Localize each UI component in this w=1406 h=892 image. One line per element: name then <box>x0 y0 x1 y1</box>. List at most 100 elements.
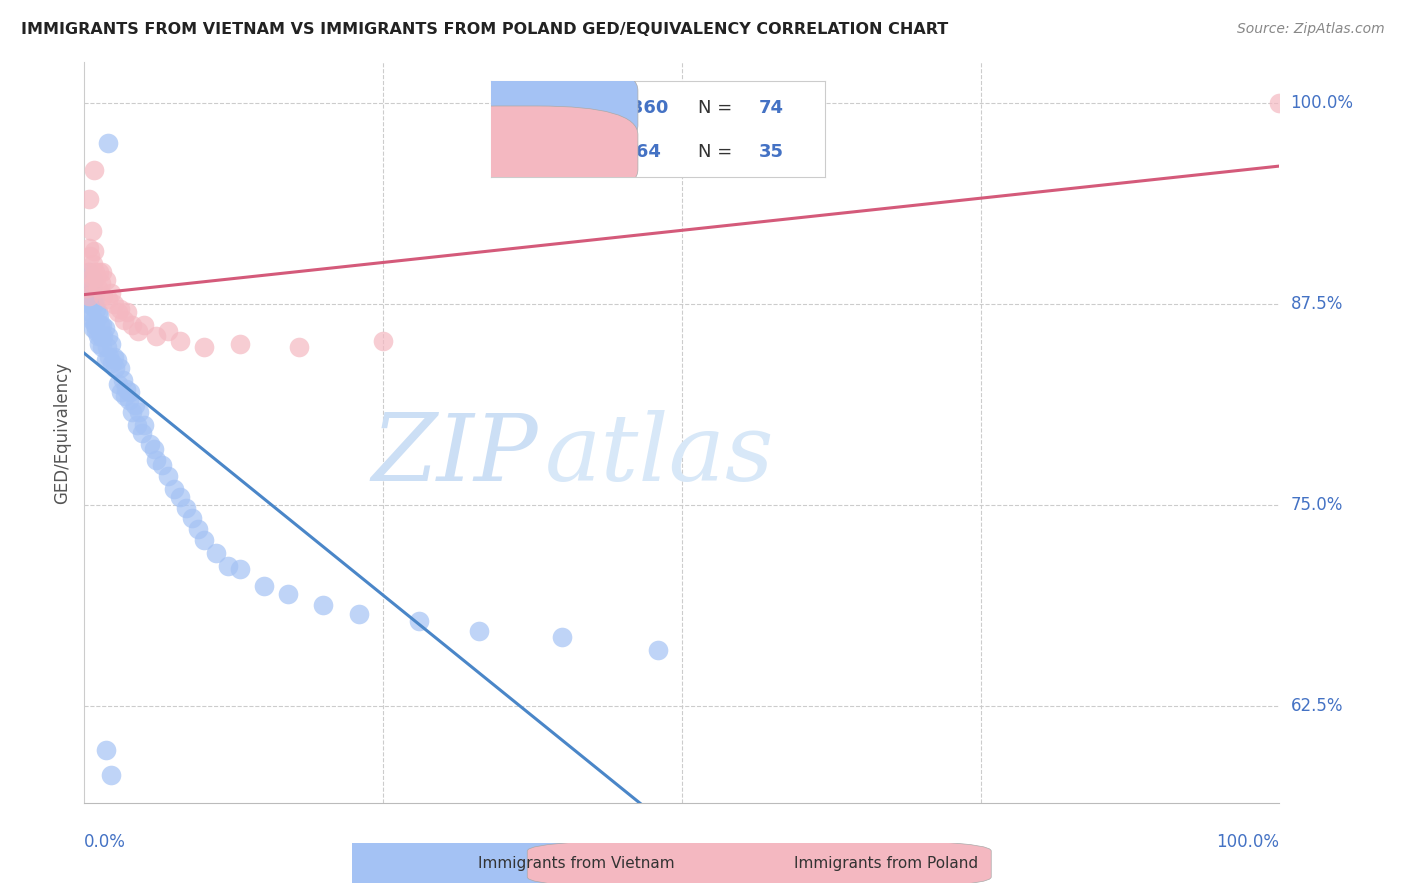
Point <box>121 318 143 332</box>
Text: 75.0%: 75.0% <box>1291 496 1343 514</box>
Point <box>94 742 117 756</box>
Text: 0.0%: 0.0% <box>84 833 127 851</box>
Point <box>132 318 156 332</box>
Point <box>83 163 105 178</box>
Point <box>105 353 128 368</box>
Point <box>193 533 215 548</box>
Point <box>112 313 135 327</box>
Point <box>647 643 669 657</box>
Point <box>169 490 191 504</box>
Point <box>86 301 108 316</box>
Point <box>253 578 276 592</box>
Point <box>93 321 115 335</box>
Point <box>79 249 101 263</box>
Point <box>145 453 167 467</box>
Point <box>373 334 395 348</box>
Text: Immigrants from Poland: Immigrants from Poland <box>794 855 979 871</box>
Text: atlas: atlas <box>544 409 773 500</box>
Point <box>100 285 122 300</box>
Text: ZIP: ZIP <box>371 409 538 500</box>
Point <box>174 501 197 516</box>
Point <box>103 350 125 364</box>
Point <box>83 297 105 311</box>
Point <box>110 385 132 400</box>
Point <box>84 292 107 306</box>
Point <box>84 265 107 279</box>
Point <box>115 382 138 396</box>
Point <box>100 337 122 351</box>
Point <box>93 329 115 343</box>
Point <box>288 340 311 354</box>
Point <box>80 224 103 238</box>
Point <box>77 240 100 254</box>
Point <box>87 265 110 279</box>
Point <box>80 313 103 327</box>
Point <box>82 276 104 290</box>
Point <box>97 136 120 150</box>
Point <box>157 324 180 338</box>
Point <box>82 257 104 271</box>
Point <box>83 244 105 258</box>
Point <box>114 388 136 402</box>
Point <box>205 546 228 560</box>
Point <box>217 559 239 574</box>
Point <box>97 292 120 306</box>
Point <box>349 607 371 622</box>
Y-axis label: GED/Equivalency: GED/Equivalency <box>53 361 72 504</box>
Point <box>121 405 143 419</box>
Point <box>82 292 104 306</box>
Point <box>96 340 118 354</box>
Point <box>107 377 129 392</box>
Text: Immigrants from Vietnam: Immigrants from Vietnam <box>478 855 675 871</box>
Point <box>229 562 252 576</box>
Point <box>89 318 111 332</box>
Point <box>86 281 108 295</box>
Point <box>77 297 100 311</box>
Point <box>87 308 110 322</box>
Point <box>103 297 125 311</box>
Point <box>79 297 101 311</box>
Point <box>77 265 100 279</box>
Point <box>142 442 165 456</box>
Point <box>101 356 124 370</box>
Point <box>80 297 103 311</box>
Point <box>87 337 110 351</box>
Point <box>86 329 108 343</box>
Point <box>125 417 148 432</box>
Point <box>163 482 186 496</box>
Point <box>131 425 153 440</box>
Point <box>124 398 146 412</box>
Point <box>187 522 209 536</box>
Point <box>100 768 122 782</box>
Point <box>80 269 103 284</box>
Text: 100.0%: 100.0% <box>1291 94 1354 112</box>
Point <box>90 276 112 290</box>
Text: 62.5%: 62.5% <box>1291 698 1343 715</box>
Text: 100.0%: 100.0% <box>1216 833 1279 851</box>
Point <box>77 289 100 303</box>
FancyBboxPatch shape <box>211 838 675 889</box>
Point <box>229 337 252 351</box>
Point <box>104 361 127 376</box>
Point <box>79 305 101 319</box>
Point <box>93 289 115 303</box>
Point <box>91 318 114 332</box>
Point <box>110 361 132 376</box>
Point <box>79 273 101 287</box>
Point <box>110 301 132 316</box>
Point <box>157 469 180 483</box>
Point <box>181 511 204 525</box>
Point <box>97 329 120 343</box>
Point <box>77 265 100 279</box>
Point <box>77 192 100 206</box>
Point <box>94 273 117 287</box>
Point <box>80 281 103 295</box>
Point <box>1268 95 1291 110</box>
Point <box>139 437 162 451</box>
Point <box>86 305 108 319</box>
Text: IMMIGRANTS FROM VIETNAM VS IMMIGRANTS FROM POLAND GED/EQUIVALENCY CORRELATION CH: IMMIGRANTS FROM VIETNAM VS IMMIGRANTS FR… <box>21 22 948 37</box>
Point <box>551 630 574 644</box>
Point <box>312 598 335 612</box>
Point <box>277 586 299 600</box>
Text: Source: ZipAtlas.com: Source: ZipAtlas.com <box>1237 22 1385 37</box>
